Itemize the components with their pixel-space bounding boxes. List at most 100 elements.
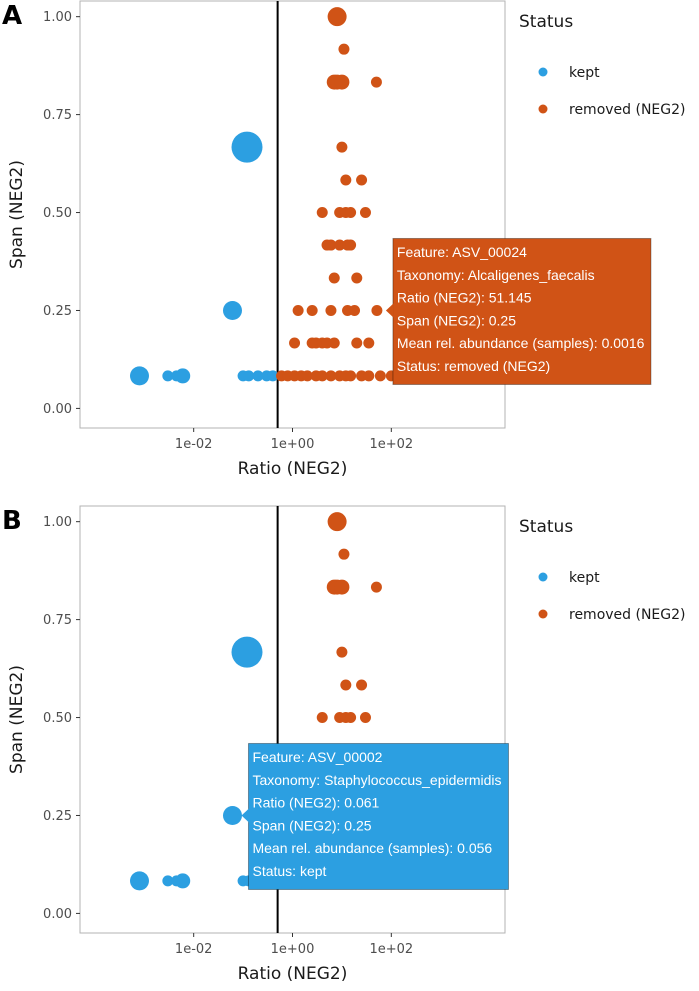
y-tick-label: 0.50 — [43, 711, 72, 726]
data-point[interactable] — [351, 272, 363, 284]
data-point[interactable] — [340, 174, 352, 186]
data-point[interactable] — [327, 7, 347, 27]
data-point[interactable] — [175, 368, 191, 384]
data-point[interactable] — [327, 512, 347, 532]
x-axis-title: Ratio (NEG2) — [238, 964, 348, 984]
tooltip-box — [247, 742, 509, 890]
data-point[interactable] — [345, 370, 357, 382]
data-point[interactable] — [356, 679, 368, 691]
data-point[interactable] — [222, 300, 242, 320]
data-point[interactable] — [338, 43, 350, 55]
panel-a: A 0.00 0.25 0.50 0.75 1.00 1e-02 1e+00 1e+02 Rati… — [2, 0, 686, 479]
data-point[interactable] — [175, 873, 191, 889]
y-tick-label: 1.00 — [43, 10, 72, 25]
tooltip: Feature: ASV_00024 Taxonomy: Alcaligenes_… — [385, 237, 652, 385]
legend: Status kept removed (NEG2) — [519, 517, 686, 623]
data-point[interactable] — [162, 370, 174, 382]
data-point[interactable] — [374, 370, 386, 382]
data-point[interactable] — [252, 370, 264, 382]
x-axis-title: Ratio (NEG2) — [238, 459, 348, 479]
data-point[interactable] — [370, 581, 382, 593]
tooltip-line: Taxonomy: Alcaligenes_faecalis — [397, 267, 595, 283]
legend-label: removed (NEG2) — [569, 102, 686, 118]
data-point[interactable] — [129, 366, 149, 386]
tooltip-line: Feature: ASV_00002 — [252, 749, 382, 765]
tooltip-line: Ratio (NEG2): 0.061 — [252, 795, 379, 811]
legend-key — [538, 609, 548, 619]
tooltip-pointer — [241, 808, 249, 823]
data-point[interactable] — [316, 207, 328, 219]
y-tick-label: 0.25 — [43, 304, 72, 319]
tooltip-line: Status: removed (NEG2) — [397, 358, 550, 374]
tooltip-line: Mean rel. abundance (samples): 0.0016 — [397, 335, 645, 351]
y-tick-label: 1.00 — [43, 515, 72, 530]
series-removed — [276, 7, 397, 382]
tooltip: Feature: ASV_00002 Taxonomy: Staphylococc… — [241, 742, 509, 890]
series-kept — [129, 131, 279, 386]
data-point[interactable] — [325, 304, 337, 316]
y-tick-label: 0.00 — [43, 907, 72, 922]
data-point[interactable] — [345, 207, 357, 219]
data-point[interactable] — [334, 579, 350, 595]
data-point[interactable] — [345, 712, 357, 724]
data-point[interactable] — [316, 712, 328, 724]
data-point[interactable] — [306, 304, 318, 316]
data-point[interactable] — [231, 131, 263, 163]
y-tick-label: 0.75 — [43, 108, 72, 123]
data-point[interactable] — [222, 805, 242, 825]
legend-title: Status — [519, 517, 573, 537]
data-point[interactable] — [243, 370, 255, 382]
tooltip-line: Span (NEG2): 0.25 — [252, 817, 371, 833]
data-point[interactable] — [316, 370, 328, 382]
data-point[interactable] — [356, 174, 368, 186]
x-tick-label: 1e-02 — [175, 437, 213, 452]
data-point[interactable] — [231, 636, 263, 668]
data-point[interactable] — [359, 207, 371, 219]
data-point[interactable] — [363, 337, 375, 349]
tooltip-line: Taxonomy: Staphylococcus_epidermidis — [252, 772, 501, 788]
data-point[interactable] — [289, 337, 301, 349]
tooltip-line: Span (NEG2): 0.25 — [397, 312, 516, 328]
tooltip-line: Mean rel. abundance (samples): 0.056 — [252, 840, 492, 856]
data-point[interactable] — [340, 679, 352, 691]
data-point[interactable] — [325, 370, 337, 382]
legend-key — [538, 572, 548, 582]
data-point[interactable] — [371, 304, 383, 316]
data-point[interactable] — [267, 370, 279, 382]
data-point[interactable] — [349, 304, 361, 316]
data-point[interactable] — [338, 548, 350, 560]
y-axis-title: Span (NEG2) — [7, 160, 27, 269]
x-tick-label: 1e-02 — [175, 942, 213, 957]
legend-title: Status — [519, 12, 573, 32]
tooltip-pointer — [385, 303, 394, 318]
data-point[interactable] — [162, 875, 174, 887]
x-tick-label: 1e+00 — [271, 942, 315, 957]
y-axis-title: Span (NEG2) — [7, 665, 27, 774]
data-point[interactable] — [328, 337, 340, 349]
data-point[interactable] — [351, 337, 363, 349]
data-point[interactable] — [336, 141, 348, 153]
data-point[interactable] — [328, 272, 340, 284]
data-point[interactable] — [363, 370, 375, 382]
data-point[interactable] — [292, 304, 304, 316]
legend-label: kept — [569, 65, 600, 81]
data-point[interactable] — [345, 239, 357, 251]
panel-label: A — [2, 1, 22, 31]
data-point[interactable] — [370, 76, 382, 88]
data-point[interactable] — [336, 646, 348, 658]
data-point[interactable] — [129, 871, 149, 891]
legend-key — [538, 67, 548, 77]
legend-key — [538, 104, 548, 114]
data-point[interactable] — [301, 370, 313, 382]
legend-label: removed (NEG2) — [569, 607, 686, 623]
data-point[interactable] — [359, 712, 371, 724]
data-point[interactable] — [334, 74, 350, 90]
x-tick-label: 1e+02 — [369, 437, 413, 452]
data-point[interactable] — [334, 239, 346, 251]
y-tick-label: 0.75 — [43, 613, 72, 628]
data-point[interactable] — [325, 239, 337, 251]
legend-label: kept — [569, 570, 600, 586]
tooltip-line: Feature: ASV_00024 — [397, 244, 527, 260]
x-tick-label: 1e+02 — [369, 942, 413, 957]
